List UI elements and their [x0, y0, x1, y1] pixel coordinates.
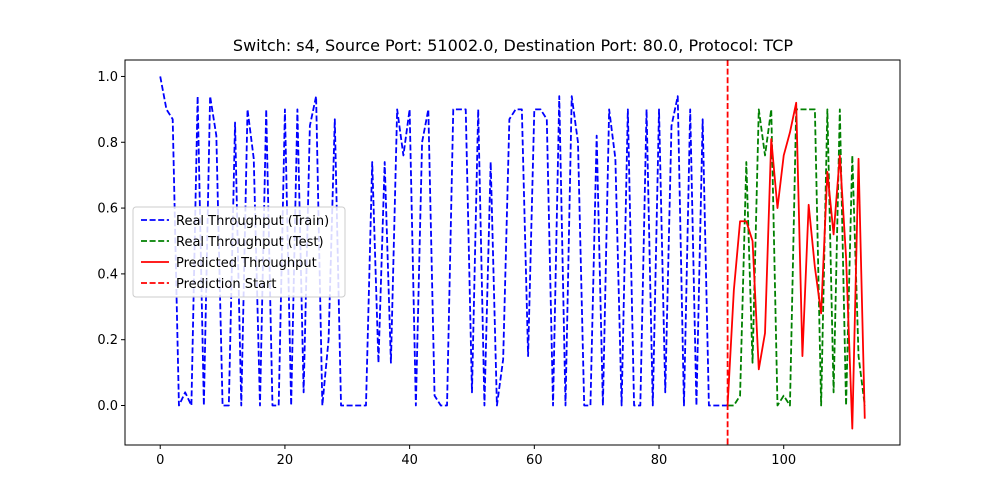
x-tick-label: 80 [651, 453, 668, 468]
legend-box [132, 206, 346, 298]
y-tick-label: 0.0 [97, 399, 118, 414]
x-tick-label: 0 [156, 453, 164, 468]
axes-frame [124, 59, 901, 446]
series-line-2 [727, 108, 866, 407]
legend-label: Real Throughput (Test) [176, 235, 324, 250]
chart-title: Switch: s4, Source Port: 51002.0, Destin… [233, 36, 793, 55]
x-tick-label: 40 [401, 453, 418, 468]
series-line-1 [159, 76, 728, 407]
x-tick-label: 20 [277, 453, 294, 468]
y-tick-label: 1.0 [97, 70, 118, 85]
legend-label: Real Throughput (Train) [176, 214, 329, 229]
x-tick-label: 60 [526, 453, 543, 468]
y-tick-label: 0.4 [97, 267, 118, 282]
plot-area [159, 60, 866, 445]
series-line-3 [726, 101, 866, 430]
legend-label: Prediction Start [176, 277, 276, 292]
legend-label: Predicted Throughput [176, 256, 317, 271]
y-tick-label: 0.8 [97, 136, 118, 151]
axes: 0 20 40 60 80 100 0.0 0.2 0.4 0.6 0.8 1.0 [97, 59, 901, 468]
legend: Real Throughput (Train) Real Throughput (… [132, 206, 346, 298]
y-tick-label: 0.6 [97, 202, 118, 217]
x-tick-label: 100 [771, 453, 796, 468]
y-tick-label: 0.2 [97, 333, 118, 348]
